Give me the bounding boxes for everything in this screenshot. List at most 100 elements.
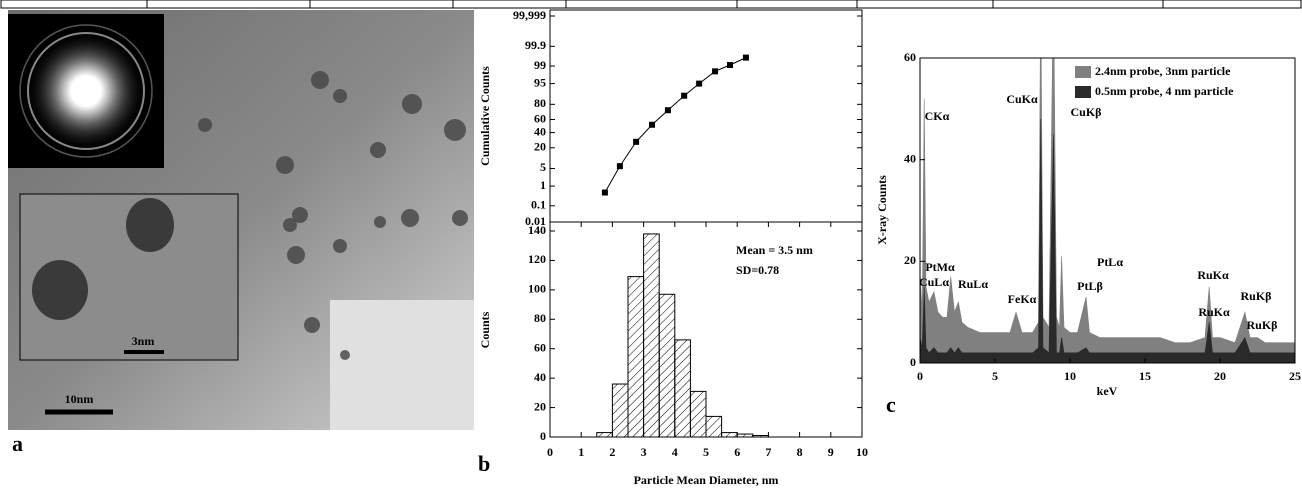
point: [616, 163, 623, 170]
y-tick-label: 5: [540, 160, 546, 174]
x-tick-label: 2: [609, 445, 615, 459]
x-tick-label: 15: [1139, 369, 1151, 383]
spectrum: [920, 58, 1295, 363]
x-tick-label: 25: [1289, 369, 1301, 383]
x-tick-label: 0: [547, 445, 553, 459]
point: [742, 54, 749, 61]
x-tick-label: 5: [703, 445, 709, 459]
area: [920, 118, 1295, 363]
y-tick-label: 95: [534, 75, 546, 89]
point: [633, 138, 640, 145]
y-tick-label: 40: [904, 151, 916, 165]
line: [604, 57, 747, 193]
legend-swatch: [1075, 86, 1091, 98]
legend-label: 2.4nm probe, 3nm particle: [1095, 64, 1231, 78]
top-border: [0, 0, 1302, 9]
point: [712, 68, 719, 75]
scale-bar-label: 10nm: [65, 392, 94, 406]
bar: [658, 293, 676, 438]
area: [920, 58, 1295, 363]
panel-label: c: [886, 392, 896, 417]
x-tick-label: 1: [578, 445, 584, 459]
inset-scale-bar-label: 3nm: [132, 334, 155, 348]
x-tick-label: 6: [734, 445, 740, 459]
y-tick-label: 0: [910, 355, 916, 369]
x-axis-label: keV: [1097, 384, 1118, 398]
y-tick-label: 1: [540, 178, 546, 192]
y-tick-label: 80: [534, 311, 546, 325]
plot-frame: [549, 9, 863, 223]
y-axis-label: Counts: [478, 311, 492, 348]
y-tick-label: 0.1: [531, 198, 546, 212]
point: [664, 107, 671, 114]
bar: [689, 390, 707, 438]
peak-label: CuKβ: [1071, 105, 1102, 119]
y-tick-label: 0: [540, 429, 546, 443]
y-tick-label: 140: [528, 223, 546, 237]
peak-label: RuKβ: [1241, 289, 1272, 303]
bar: [752, 435, 769, 438]
plot-frame: [919, 57, 1296, 364]
x-tick-label: 7: [765, 445, 771, 459]
peak-label: CuKα: [1006, 92, 1038, 106]
x-tick-label: 20: [1214, 369, 1226, 383]
y-tick-label: 40: [534, 124, 546, 138]
y-tick-label: 0.01: [525, 214, 546, 228]
y-tick-label: 20: [534, 140, 546, 154]
peak-label: RuLα: [958, 277, 988, 291]
x-tick-label: 10: [856, 445, 868, 459]
peak-label: CKα: [925, 109, 950, 123]
y-tick-label: 99,999: [513, 8, 546, 22]
y-tick-label: 20: [534, 399, 546, 413]
annotation: SD=0.78: [736, 263, 779, 277]
point: [649, 121, 656, 128]
peak-label: PtLα: [1097, 255, 1123, 269]
point: [696, 80, 703, 87]
bar: [721, 432, 738, 438]
point: [601, 189, 608, 196]
x-axis-label: Particle Mean Diameter, nm: [634, 473, 779, 487]
bar: [736, 433, 754, 438]
peak-label: PtLβ: [1077, 279, 1103, 293]
y-tick-label: 40: [534, 370, 546, 384]
x-tick-label: 10: [1064, 369, 1076, 383]
y-tick-label: 99.9: [525, 38, 546, 52]
bar: [674, 339, 691, 438]
peak-label: RuKα: [1198, 305, 1230, 319]
tem-image: 3nm 10nm a: [8, 10, 474, 456]
y-tick-label: 80: [534, 96, 546, 110]
bar: [643, 233, 660, 438]
point: [727, 62, 734, 69]
peak-label: CuLα: [919, 275, 949, 289]
x-tick-label: 5: [992, 369, 998, 383]
point: [681, 92, 688, 99]
peak-label: PtMα: [925, 260, 955, 274]
x-tick-label: 9: [828, 445, 834, 459]
y-tick-label: 20: [904, 253, 916, 267]
y-axis-label: Cumulative Counts: [478, 66, 492, 166]
bar: [705, 415, 723, 438]
panel-label: a: [12, 431, 23, 456]
legend-swatch: [1075, 66, 1091, 78]
y-tick-label: 99: [534, 58, 546, 72]
bar: [596, 432, 613, 438]
panel-label: b: [478, 451, 490, 476]
peak-label: FeKα: [1008, 292, 1037, 306]
peak-label: RuKα: [1197, 268, 1229, 282]
x-tick-label: 3: [641, 445, 647, 459]
x-tick-label: 0: [917, 369, 923, 383]
y-tick-label: 60: [904, 50, 916, 64]
annotation: Mean = 3.5 nm: [736, 243, 813, 257]
legend-label: 0.5nm probe, 4 nm particle: [1095, 84, 1234, 98]
y-axis-label: X-ray Counts: [875, 175, 889, 245]
y-tick-label: 120: [528, 252, 546, 266]
x-tick-label: 4: [672, 445, 678, 459]
y-tick-label: 100: [528, 282, 546, 296]
peak-label: RuKβ: [1247, 318, 1278, 332]
bar: [627, 276, 645, 438]
bar: [611, 383, 629, 438]
x-tick-label: 8: [797, 445, 803, 459]
y-tick-label: 60: [534, 340, 546, 354]
y-tick-label: 60: [534, 111, 546, 125]
